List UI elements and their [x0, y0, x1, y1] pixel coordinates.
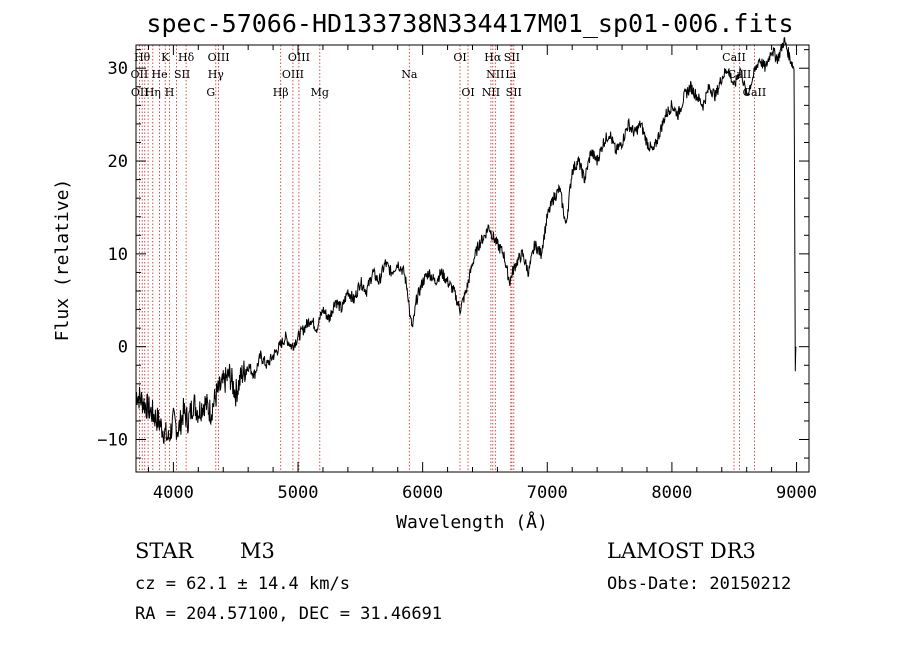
x-tick-label-4000: 4000: [153, 483, 194, 503]
line-label-row3-8: SII: [506, 86, 522, 99]
x-axis: 4000 5000 6000 7000 8000 9000: [147, 45, 817, 503]
spectral-line-markers: [138, 45, 755, 472]
x-axis-label: Wavelength (Å): [396, 511, 548, 533]
line-label-row3-6: OI: [461, 86, 474, 99]
chart-title: spec-57066-HD133738N334417M01_sp01-006.f…: [146, 9, 793, 38]
line-label-row2-1: He: [152, 68, 168, 81]
line-label-row1-7: SII: [504, 51, 520, 64]
line-label-row1-3: OIII: [208, 51, 230, 64]
line-label-row3-0: OII: [131, 86, 149, 99]
y-axis: −10 0 10 20 30: [97, 49, 809, 459]
line-label-row3-3: G: [206, 86, 215, 99]
x-tick-label-5000: 5000: [278, 483, 319, 503]
line-label-row2-5: Na: [401, 68, 418, 81]
line-label-row1-2: Hδ: [178, 51, 195, 64]
obs-date: Obs-Date: 20150212: [607, 574, 792, 594]
x-tick-label-8000: 8000: [651, 483, 692, 503]
line-label-row2-0: OII: [131, 68, 149, 81]
line-label-row1-6: Hα: [484, 51, 502, 64]
x-tick-label-7000: 7000: [527, 483, 568, 503]
line-label-row3-7: NII: [482, 86, 500, 99]
line-label-row1-4: OIII: [288, 51, 310, 64]
y-tick-label-10: 10: [108, 245, 128, 265]
spectrum-line: [135, 36, 797, 444]
line-label-row2-3: Hγ: [208, 68, 225, 81]
x-tick-label-9000: 9000: [776, 483, 817, 503]
line-label-row3-1: Hη: [145, 86, 161, 99]
coordinates: RA = 204.57100, DEC = 31.46691: [135, 604, 443, 624]
line-label-row1-5: OI: [453, 51, 466, 64]
y-tick-label--10: −10: [97, 431, 128, 451]
survey-name: LAMOST DR3: [607, 539, 756, 563]
line-label-row2-7: Li: [505, 68, 516, 81]
line-label-row3-2: H: [165, 86, 175, 99]
line-label-row1-1: K: [161, 51, 170, 64]
line-label-row1-8: CaII: [722, 51, 746, 64]
object-subclass: M3: [240, 539, 275, 563]
y-tick-label-20: 20: [108, 152, 128, 172]
y-tick-label-0: 0: [118, 338, 128, 358]
cz-value: cz = 62.1 ± 14.4 km/s: [135, 574, 350, 594]
y-tick-label-30: 30: [108, 59, 128, 79]
line-label-row2-4: OIII: [282, 68, 304, 81]
line-label-row1-0: Hθ: [134, 51, 151, 64]
object-class: STAR: [135, 539, 194, 563]
line-label-row2-6: NII: [486, 68, 504, 81]
x-tick-label-6000: 6000: [402, 483, 443, 503]
plot-frame: [135, 44, 810, 473]
line-label-row3-9: CaII: [743, 86, 767, 99]
line-label-row3-5: Mg: [311, 86, 329, 99]
line-label-row3-4: Hβ: [273, 86, 289, 99]
line-label-row2-2: SII: [174, 68, 190, 81]
y-axis-label: Flux (relative): [52, 179, 73, 342]
